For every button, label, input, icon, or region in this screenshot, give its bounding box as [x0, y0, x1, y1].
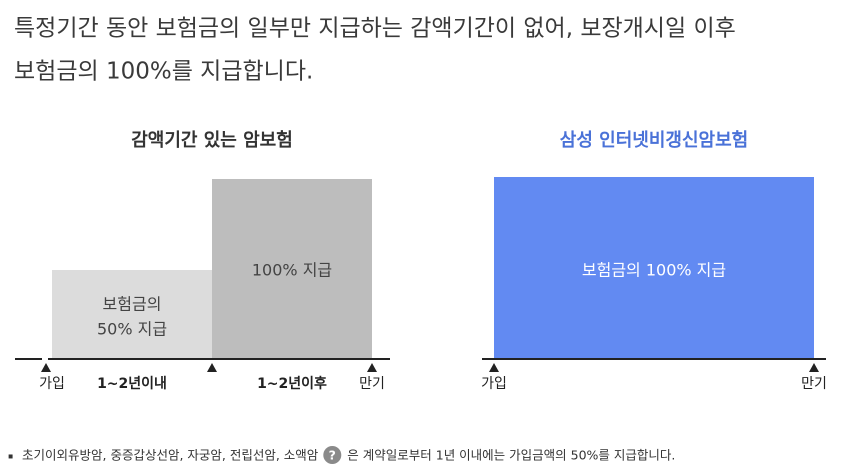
- footnote-text: 은 계약일로부터 1년 이내에는 가입금액의 50%를 지급합니다.: [347, 448, 675, 463]
- axis-label: 1~2년이내: [97, 375, 167, 392]
- full-period-box: [212, 179, 372, 359]
- footnote-text: 초기이외유방암, 중증갑상선암, 자궁암, 전립선암, 소액암: [22, 448, 319, 463]
- axis-label: 만기: [359, 376, 385, 392]
- intro-line: 보험금의 100%를 지급합니다.: [14, 59, 313, 85]
- axis-label: 가입: [39, 376, 65, 392]
- marker: [489, 363, 819, 372]
- left-title: 감액기간 있는 암보험: [131, 129, 293, 151]
- marker: [41, 363, 377, 372]
- reduced-period-box: [52, 270, 212, 359]
- bullet: ▪: [8, 452, 13, 461]
- box-label: 보험금의: [103, 295, 162, 314]
- help-icon-text[interactable]: ?: [329, 448, 336, 463]
- right-title: 삼성 인터넷비갱신암보험: [560, 129, 748, 151]
- box-label: 50% 지급: [97, 320, 167, 339]
- axis-label: 가입: [481, 376, 507, 392]
- axis-label: 만기: [801, 376, 827, 392]
- help-icon[interactable]: [323, 446, 342, 464]
- axis-label: 1~2년이후: [257, 375, 327, 392]
- full-coverage-box: [494, 177, 814, 359]
- intro-line: 특정기간 동안 보험금의 일부만 지급하는 감액기간이 없어, 보장개시일 이후: [14, 16, 736, 42]
- box-label: 보험금의 100% 지급: [582, 261, 726, 280]
- box-label: 100% 지급: [252, 261, 332, 280]
